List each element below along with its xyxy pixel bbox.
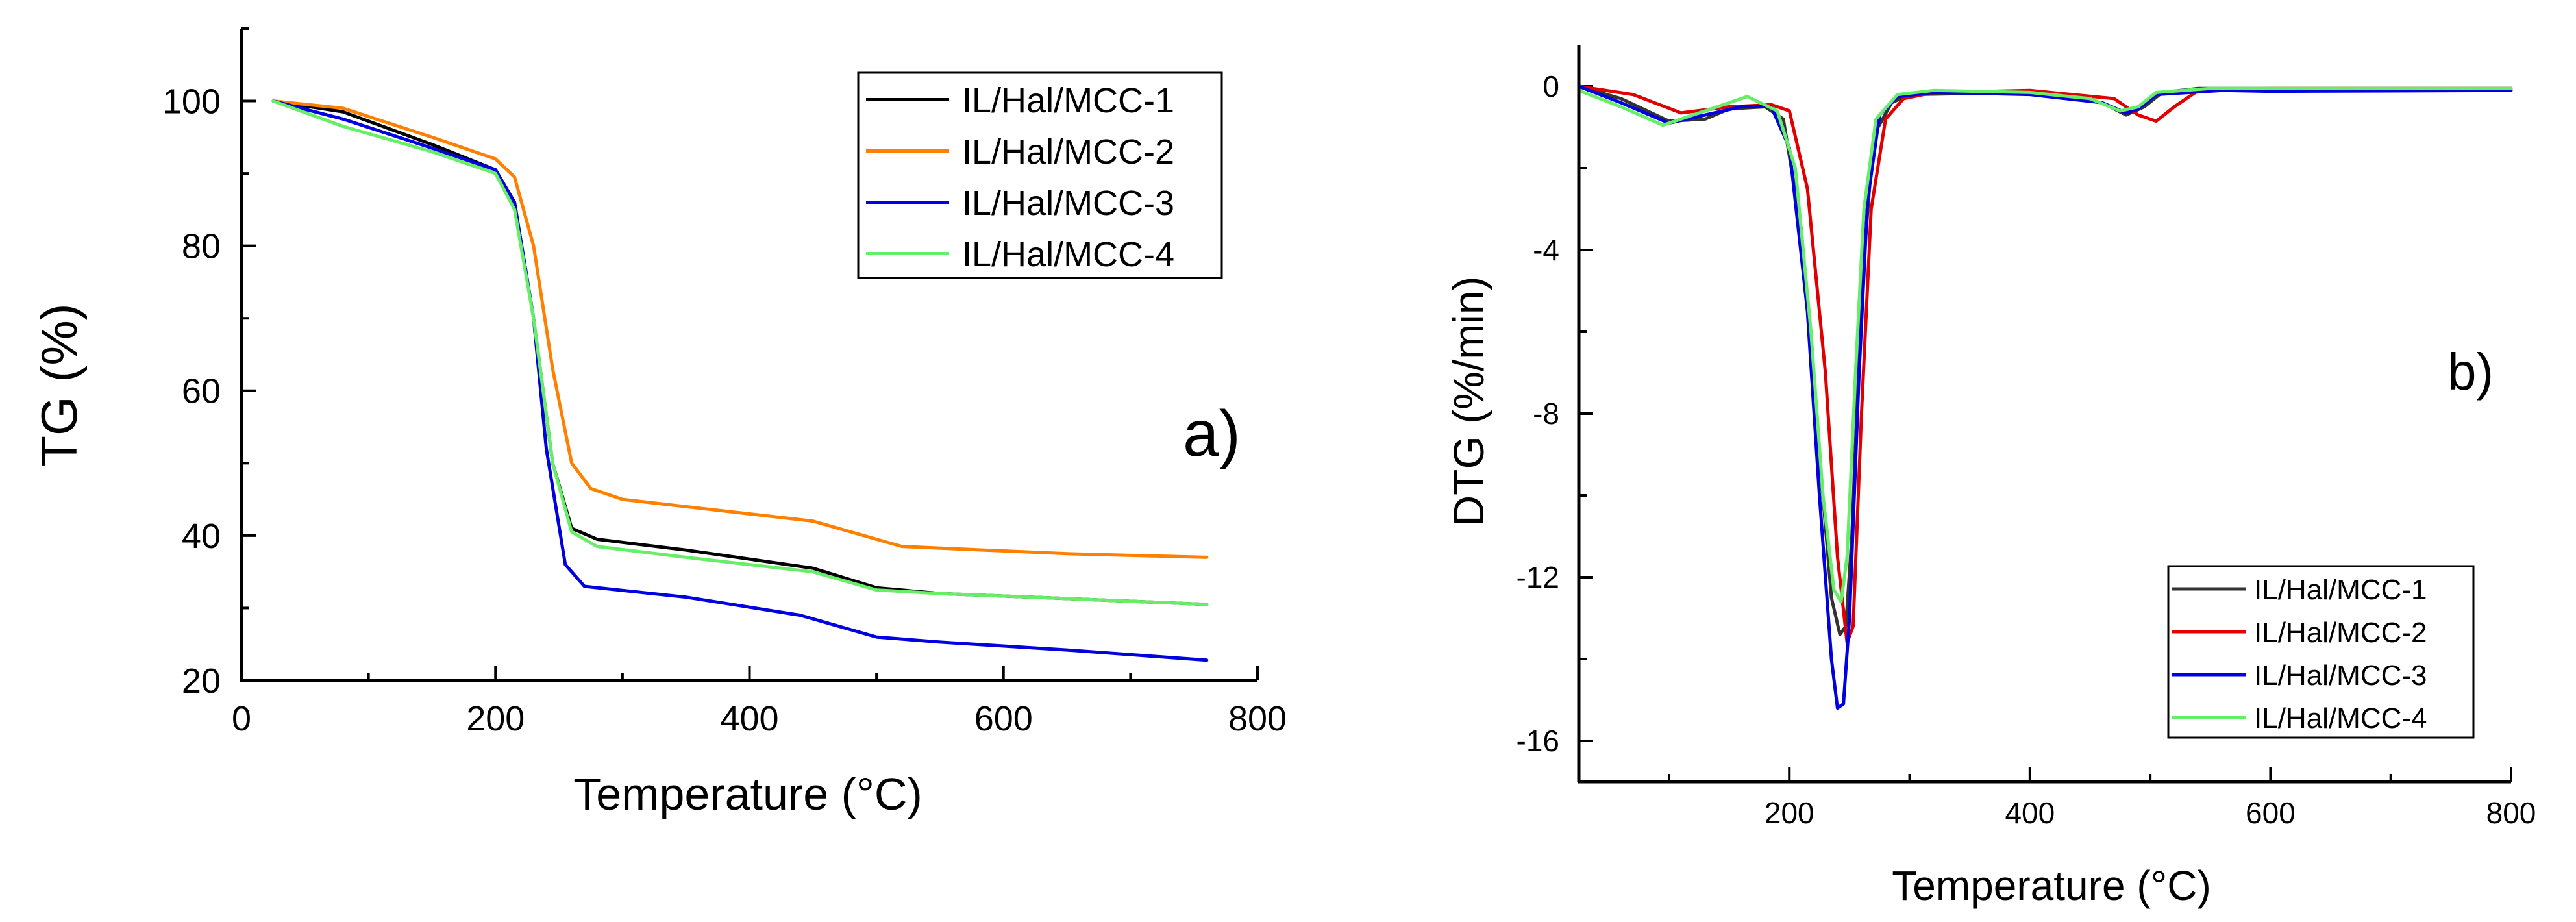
panel-b-legend-label: IL/Hal/MCC-3 <box>2254 660 2427 692</box>
panel-b-legend: IL/Hal/MCC-1 IL/Hal/MCC-2 IL/Hal/MCC-3 IL/H… <box>2167 565 2475 739</box>
panel-a-label: a) <box>1183 397 1241 470</box>
panel-b-ylabel: DTG (%/min) <box>1444 277 1492 527</box>
panel-b-xtick-label: 800 <box>2486 796 2536 830</box>
panel-b-ytick-label: 0 <box>1542 69 1559 103</box>
panel-b-legend-label: IL/Hal/MCC-4 <box>2254 703 2427 734</box>
panel-b-series-line-2 <box>1577 84 2513 645</box>
panel-b-ytick-label: -8 <box>1533 397 1559 430</box>
panel-b-legend-label: IL/Hal/MCC-1 <box>2254 574 2427 606</box>
panel-a-xtick-label: 400 <box>720 699 778 738</box>
panel-a-legend-label: IL/Hal/MCC-4 <box>962 235 1174 274</box>
panel-a-series-line-3 <box>271 99 1209 662</box>
panel-a-legend-label: IL/Hal/MCC-3 <box>962 184 1174 223</box>
panel-b-label: b) <box>2447 343 2494 401</box>
panel-a-xtick-label: 600 <box>974 699 1033 738</box>
panel-b-ytick-label: -4 <box>1533 233 1559 267</box>
panel-b-series-line-4 <box>1577 86 2513 604</box>
panel-b-xtick-label: 400 <box>2005 796 2055 830</box>
panel-a-ytick-label: 40 <box>182 517 221 556</box>
panel-b-dtg-chart: DTG (%/min) 0 -4 -8 -12 -16 200 400 600 800 Tem… <box>1444 45 2536 909</box>
panel-a-legend-label: IL/Hal/MCC-2 <box>962 132 1174 171</box>
panel-a-ylabel: TG (%) <box>31 303 88 466</box>
panel-a-tg-chart: TG (%) 20 40 60 80 100 0 200 400 600 800 Tempera… <box>31 27 1287 819</box>
panel-a-legend-label: IL/Hal/MCC-1 <box>962 81 1174 120</box>
panel-a-ytick-label: 100 <box>162 82 221 121</box>
panel-a-xtick-label: 0 <box>232 699 251 738</box>
panel-b-xtick-label: 600 <box>2246 796 2296 830</box>
panel-a-ytick-label: 60 <box>182 372 221 411</box>
panel-a-xtick-label: 200 <box>466 699 525 738</box>
panel-a-ytick-label: 80 <box>182 227 221 266</box>
panel-a-series-line-4 <box>271 99 1209 606</box>
panel-a-xtick-label: 800 <box>1228 699 1287 738</box>
panel-a-series-line-2 <box>271 99 1209 559</box>
panel-b-xtick-label: 200 <box>1765 796 1814 830</box>
panel-a-legend: IL/Hal/MCC-1 IL/Hal/MCC-2 IL/Hal/MCC-3 IL/H… <box>857 71 1223 279</box>
panel-b-ytick-label: -12 <box>1517 560 1559 594</box>
panel-a-ytick-label: 20 <box>182 662 221 701</box>
panel-a-xlabel: Temperature (°C) <box>573 769 923 819</box>
panel-b-series-line-1 <box>1577 84 2513 636</box>
panel-b-xlabel: Temperature (°C) <box>1892 862 2211 909</box>
panel-b-legend-label: IL/Hal/MCC-2 <box>2254 617 2427 649</box>
panel-b-series-line-3 <box>1577 84 2513 710</box>
panel-b-ytick-label: -16 <box>1517 724 1559 758</box>
